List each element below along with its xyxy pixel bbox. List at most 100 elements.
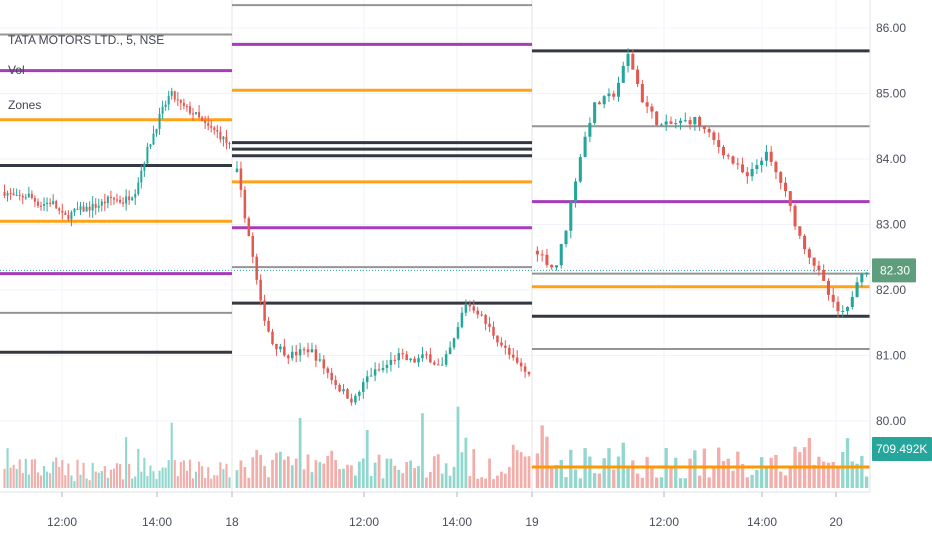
volume-bar bbox=[88, 480, 91, 488]
candle-body bbox=[228, 143, 231, 145]
volume-bar bbox=[444, 463, 448, 488]
candle-body bbox=[540, 254, 544, 256]
candle-body bbox=[655, 111, 659, 126]
candle-body bbox=[679, 120, 683, 124]
candle-body bbox=[468, 304, 472, 307]
candle-body bbox=[239, 168, 243, 190]
candle-body bbox=[36, 201, 39, 206]
volume-bar bbox=[413, 468, 416, 488]
volume-bar bbox=[488, 458, 491, 488]
candle-body bbox=[287, 355, 290, 359]
badges-layer: 82.30 709.492K bbox=[872, 258, 932, 461]
volume-bar bbox=[342, 468, 345, 488]
volume-bar bbox=[97, 472, 100, 488]
candle-body bbox=[290, 351, 294, 359]
volume-bar bbox=[42, 465, 46, 488]
candle-body bbox=[182, 102, 185, 106]
volume-bar bbox=[659, 477, 664, 488]
price-tick-label: 86.00 bbox=[876, 21, 906, 35]
volume-bar bbox=[109, 469, 112, 488]
volume-bar bbox=[855, 463, 859, 488]
candle-body bbox=[52, 201, 55, 205]
volume-bar bbox=[626, 465, 630, 488]
volume-bar bbox=[140, 471, 143, 488]
last-price-label: 82.30 bbox=[880, 263, 910, 277]
candle-body bbox=[94, 203, 97, 208]
candle-body bbox=[755, 165, 759, 169]
candle-body bbox=[764, 151, 768, 161]
time-tick-label: 12:00 bbox=[47, 515, 77, 529]
candle-body bbox=[616, 82, 621, 97]
candle-body bbox=[527, 371, 531, 375]
candle-body bbox=[40, 205, 42, 207]
candle-body bbox=[717, 139, 721, 147]
volume-bar bbox=[588, 456, 592, 488]
candle-body bbox=[429, 354, 432, 363]
volume-bar bbox=[425, 477, 428, 488]
price-axis[interactable]: 86.00 85.00 84.00 83.00 82.00 81.00 80.00 bbox=[876, 21, 906, 428]
candle-body bbox=[43, 204, 46, 206]
volume-bar bbox=[100, 471, 103, 488]
candle-body bbox=[152, 133, 155, 145]
candle-body bbox=[425, 354, 428, 356]
volume-bar bbox=[322, 463, 326, 488]
volume-bar bbox=[198, 461, 201, 488]
candle-body bbox=[334, 380, 337, 385]
volume-bar bbox=[464, 437, 468, 488]
candle-body bbox=[480, 314, 483, 316]
candle-body bbox=[302, 349, 306, 351]
volume-bar bbox=[103, 466, 106, 488]
volume-bar bbox=[550, 466, 554, 488]
volume-bar bbox=[405, 462, 409, 488]
volume-bar bbox=[306, 454, 310, 488]
volume-bar bbox=[228, 477, 231, 488]
candle-body bbox=[18, 194, 21, 196]
volume-bar bbox=[18, 459, 21, 488]
candle-body bbox=[167, 95, 170, 105]
volume-bar bbox=[146, 476, 149, 488]
volume-bar bbox=[91, 462, 94, 488]
candle-body bbox=[452, 338, 456, 348]
volume-bar bbox=[201, 466, 204, 488]
volume-bar bbox=[82, 462, 85, 488]
volume-bar bbox=[128, 463, 131, 488]
volume-bar bbox=[726, 458, 730, 488]
candle-body bbox=[73, 208, 76, 213]
candle-body bbox=[741, 164, 745, 173]
candle-body bbox=[826, 280, 830, 295]
volume-bar bbox=[294, 458, 298, 488]
candle-body bbox=[793, 205, 797, 227]
volume-bar bbox=[143, 457, 146, 488]
candle-body bbox=[365, 376, 369, 383]
candle-body bbox=[201, 117, 204, 121]
candle-body bbox=[27, 193, 30, 198]
volume-bar bbox=[683, 478, 687, 488]
volume-bar bbox=[381, 478, 385, 488]
last-price-badge bbox=[872, 258, 916, 283]
volume-bar bbox=[812, 464, 816, 488]
zones-indicator-legend[interactable]: Zones bbox=[8, 98, 42, 112]
volume-bar bbox=[496, 475, 499, 488]
candle-body bbox=[846, 307, 850, 311]
volume-bar bbox=[650, 466, 654, 488]
volume-bar bbox=[49, 473, 52, 488]
volume-bar bbox=[788, 465, 792, 488]
volume-bar bbox=[279, 451, 282, 488]
candle-body bbox=[436, 364, 440, 366]
axes-layer: 86.00 85.00 84.00 83.00 82.00 81.00 80.00 12:0… bbox=[0, 0, 906, 529]
candle-body bbox=[545, 254, 549, 265]
candle-body bbox=[85, 206, 88, 212]
volume-bar bbox=[27, 474, 30, 488]
candle-body bbox=[702, 126, 706, 129]
volume-bar bbox=[182, 460, 185, 488]
volume-indicator-legend[interactable]: Vol bbox=[8, 63, 25, 77]
candle-body bbox=[207, 123, 210, 126]
volume-bar bbox=[468, 476, 472, 488]
volume-bar bbox=[500, 471, 503, 488]
candle-body bbox=[664, 121, 668, 125]
candle-body bbox=[650, 106, 654, 112]
symbol-legend[interactable]: TATA MOTORS LTD., 5, NSE bbox=[8, 33, 165, 47]
time-axis[interactable]: 12:00 14:00 18 12:00 14:00 19 12:00 14:00 20 bbox=[47, 492, 843, 529]
volume-bar bbox=[314, 460, 318, 488]
